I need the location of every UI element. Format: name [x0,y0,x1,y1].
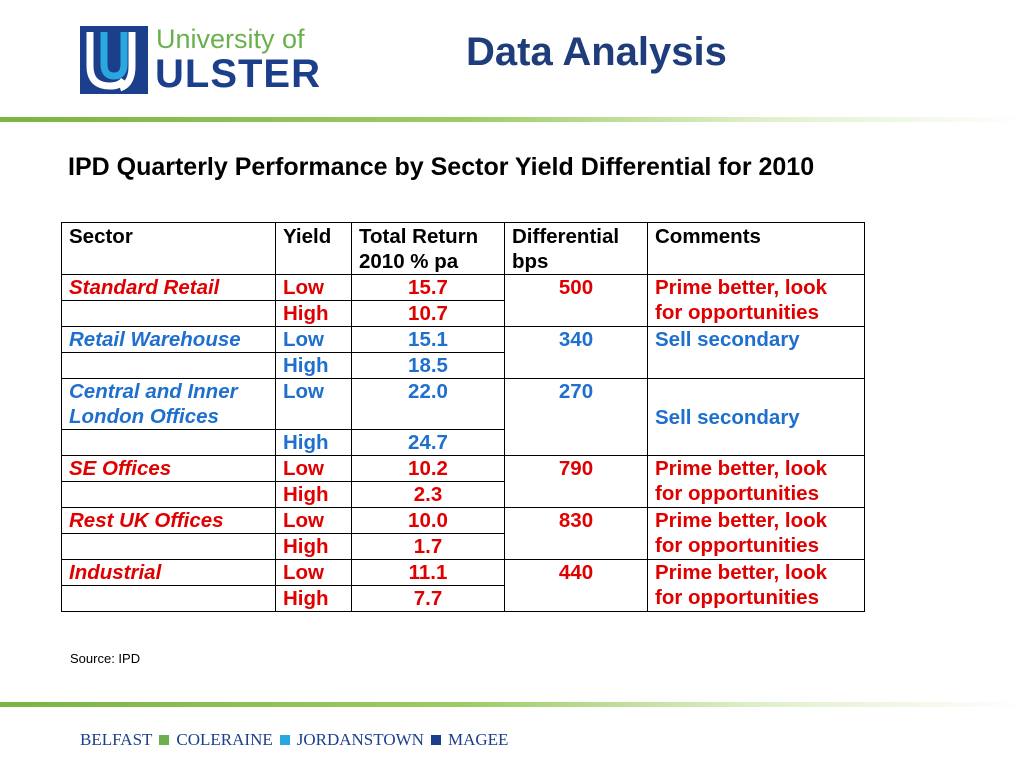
comment-cell: Prime better, look for opportunities [647,455,865,508]
sector-cell: Central and Inner London Offices [61,378,276,430]
yield-cell: High [275,533,352,560]
yield-cell: Low [275,507,352,534]
ulster-logo-icon [80,26,148,94]
sector-cell: Industrial [61,559,276,586]
sector-cell: Standard Retail [61,274,276,301]
sector-cell-empty [61,533,276,560]
total-return-cell: 11.1 [351,559,505,586]
table-row: Retail Warehouse Low 15.1 340 Sell secon… [61,326,865,379]
source-note: Source: IPD [70,651,141,666]
differential-cell: 500 [504,274,648,327]
square-icon [279,735,290,745]
table-title: IPD Quarterly Performance by Sector Yiel… [68,153,815,181]
yield-cell: Low [275,378,352,430]
table-row: High 7.7 [61,585,865,612]
sector-cell: SE Offices [61,455,276,482]
comment-cell: Sell secondary [647,326,865,379]
logo-university-of: University of [156,24,305,54]
campus-belfast: BELFAST [80,730,153,749]
total-return-cell: 24.7 [351,429,505,456]
differential-cell: 270 [504,378,648,456]
total-return-cell: 10.0 [351,507,505,534]
total-return-cell: 10.2 [351,455,505,482]
yield-cell: High [275,352,352,379]
sector-cell-empty [61,481,276,508]
table-row: Rest UK Offices Low 10.0 830 Prime bette… [61,507,865,560]
table-row: SE Offices Low 10.2 790 Prime better, lo… [61,455,865,508]
header-sector: Sector [61,222,276,275]
comment-cell: Sell secondary [647,378,865,456]
sector-cell-empty [61,300,276,327]
table-row: High 2.3 [61,481,865,508]
total-return-cell: 1.7 [351,533,505,560]
sector-cell-empty [61,352,276,379]
total-return-cell: 15.1 [351,326,505,353]
total-return-cell: 7.7 [351,585,505,612]
yield-cell: Low [275,326,352,353]
header-yield: Yield [275,222,352,275]
header-differential: Differential bps [504,222,648,275]
sector-cell-empty [61,585,276,612]
comment-cell: Prime better, look for opportunities [647,507,865,560]
bottom-divider [0,702,1024,707]
yield-cell: High [275,585,352,612]
sector-cell: Retail Warehouse [61,326,276,353]
total-return-cell: 15.7 [351,274,505,301]
sector-yield-table: Sector Yield Total Return 2010 % pa Diff… [61,222,865,612]
yield-cell: High [275,429,352,456]
table-row: Standard Retail Low 15.7 500 Prime bette… [61,274,865,327]
total-return-cell: 10.7 [351,300,505,327]
campus-coleraine: COLERAINE [176,730,273,749]
square-icon [430,735,441,745]
differential-cell: 440 [504,559,648,612]
total-return-cell: 18.5 [351,352,505,379]
sector-cell: Rest UK Offices [61,507,276,534]
total-return-cell: 22.0 [351,378,505,430]
yield-cell: High [275,300,352,327]
top-divider [0,117,1024,122]
header-total-return: Total Return 2010 % pa [351,222,505,275]
square-icon [159,735,170,745]
university-logo: University of ULSTER [80,24,320,96]
table-row: Central and Inner London Offices Low 22.… [61,378,865,456]
page-title: Data Analysis [466,30,727,74]
differential-cell: 340 [504,326,648,379]
table-row: Industrial Low 11.1 440 Prime better, lo… [61,559,865,612]
yield-cell: Low [275,455,352,482]
total-return-cell: 2.3 [351,481,505,508]
differential-cell: 790 [504,455,648,508]
comment-cell: Prime better, look for opportunities [647,559,865,612]
campus-footer: BELFAST COLERAINE JORDANSTOWN MAGEE [80,730,508,750]
logo-ulster: ULSTER [155,52,321,96]
yield-cell: High [275,481,352,508]
header-comments: Comments [647,222,865,275]
campus-magee: MAGEE [447,730,509,749]
table-row: High 1.7 [61,533,865,560]
table-header-row: Sector Yield Total Return 2010 % pa Diff… [61,222,865,275]
yield-cell: Low [275,274,352,301]
comment-cell: Prime better, look for opportunities [647,274,865,327]
differential-cell: 830 [504,507,648,560]
table-row: High 10.7 [61,300,865,327]
sector-cell-empty [61,429,276,456]
campus-jordanstown: JORDANSTOWN [296,730,424,749]
yield-cell: Low [275,559,352,586]
